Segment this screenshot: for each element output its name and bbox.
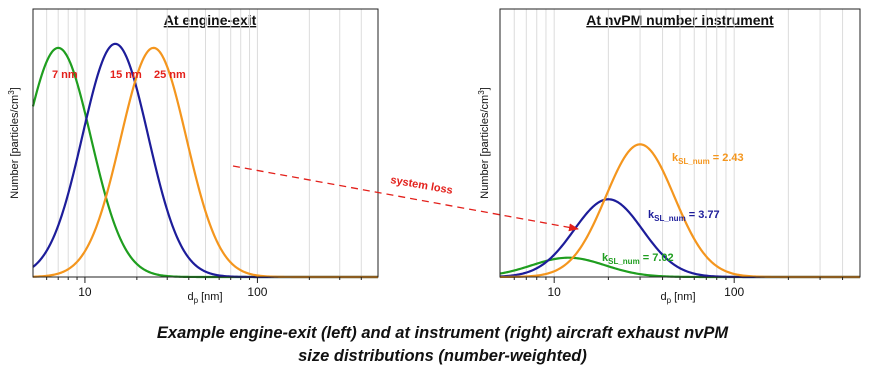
right-gridlines (513, 9, 844, 277)
k-label-blue: kSL_num = 3.77 (648, 209, 720, 223)
figure-caption-line-1: Example engine-exit (left) and at instru… (156, 324, 729, 342)
system-loss-label: system loss (389, 174, 453, 197)
left-y-axis-label: Number [particles/cm3] (7, 87, 21, 198)
left-x-axis-label: dp [nm] (187, 291, 222, 305)
label-25nm: 25 nm (154, 69, 186, 81)
right-y-axis-label: Number [particles/cm3] (477, 87, 491, 198)
k-label-orange: kSL_num = 2.43 (672, 152, 744, 166)
figure-caption-line-2: size distributions (number-weighted) (298, 347, 587, 365)
left-chart-panel: At engine-exit 10 100 Number [particles/c… (7, 8, 379, 305)
right-x-tick-label: 100 (724, 285, 744, 299)
left-chart-title: At engine-exit (164, 12, 257, 28)
left-x-tick-label: 10 (78, 285, 92, 299)
label-15nm: 15 nm (110, 69, 142, 81)
label-7nm: 7 nm (52, 69, 78, 81)
k-label-green: kSL_num = 7.02 (602, 252, 674, 266)
right-x-axis-label: dp [nm] (660, 291, 695, 305)
system-loss-arrow (232, 165, 579, 232)
left-x-ticks: 10 100 (46, 277, 362, 299)
right-x-ticks: 10 100 (513, 277, 844, 299)
left-x-tick-label: 100 (247, 285, 267, 299)
right-x-tick-label: 10 (548, 285, 562, 299)
left-gridlines (46, 9, 362, 277)
right-chart-panel: At nvPM number instrument 10 100 Number [… (477, 8, 861, 305)
figure: At engine-exit 10 100 Number [particles/c… (7, 8, 861, 305)
